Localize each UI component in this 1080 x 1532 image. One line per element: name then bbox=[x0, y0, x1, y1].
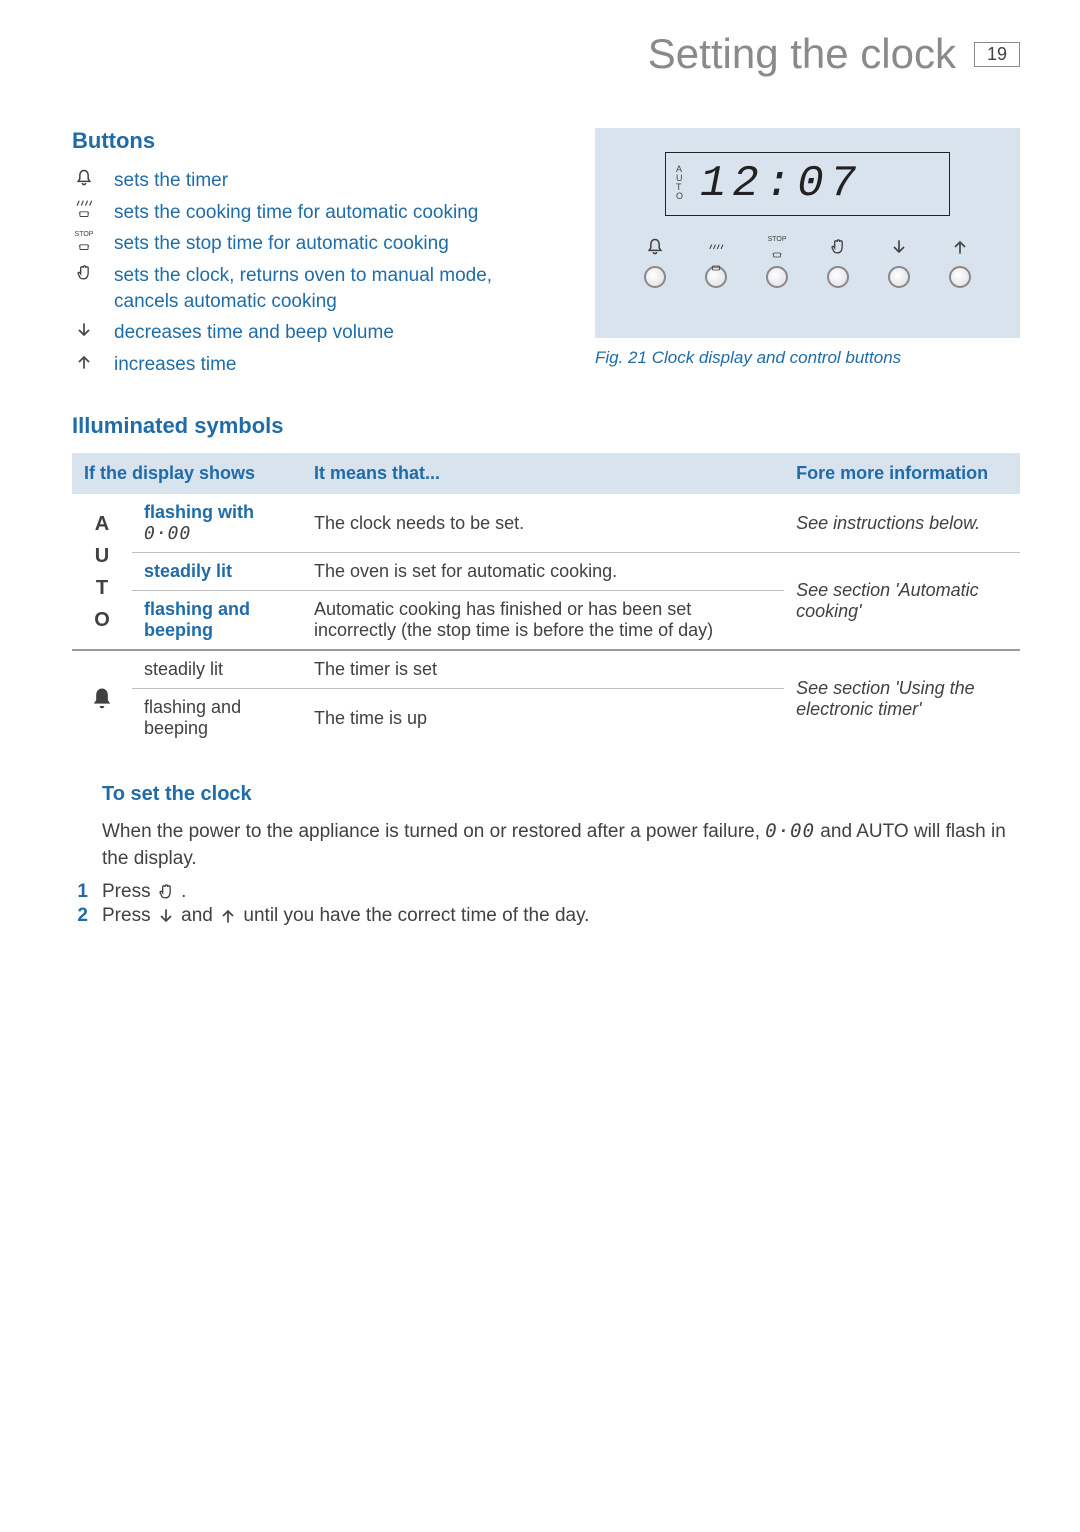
button-desc: sets the stop time for automatic cooking bbox=[114, 231, 449, 257]
button-desc: increases time bbox=[114, 352, 237, 378]
pot-stop-icon: STOP bbox=[72, 231, 96, 253]
button-desc: sets the timer bbox=[114, 168, 228, 194]
bell-outline-icon bbox=[645, 237, 665, 257]
button-row-decrease: decreases time and beep volume bbox=[72, 320, 565, 346]
panel-btn-cooktime bbox=[705, 236, 727, 288]
arrow-down-icon bbox=[889, 237, 909, 257]
panel-btn-up bbox=[949, 236, 971, 288]
clock-digits: 12:07 bbox=[700, 159, 862, 209]
arrow-down-icon bbox=[156, 906, 176, 926]
button-row-manual: sets the clock, returns oven to manual m… bbox=[72, 263, 565, 314]
clock-display: AUTO 12:07 bbox=[665, 152, 950, 216]
hand-icon bbox=[156, 882, 176, 902]
page-header: Setting the clock 19 bbox=[648, 30, 1020, 78]
cell-state: steadily lit bbox=[132, 650, 302, 689]
button-desc: decreases time and beep volume bbox=[114, 320, 394, 346]
button-row-increase: increases time bbox=[72, 352, 565, 378]
bell-solid-icon bbox=[72, 650, 132, 747]
table-header: It means that... bbox=[302, 453, 784, 494]
button-row-stoptime: STOP sets the stop time for automatic co… bbox=[72, 231, 565, 257]
set-clock-intro: When the power to the appliance is turne… bbox=[102, 818, 1020, 872]
hand-icon bbox=[72, 263, 96, 283]
step-text: Press and until you have the correct tim… bbox=[102, 905, 589, 927]
cell-meaning: The clock needs to be set. bbox=[302, 494, 784, 553]
table-row: AUTO flashing with 0·00 The clock needs … bbox=[72, 494, 1020, 553]
arrow-up-icon bbox=[950, 237, 970, 257]
table-header: Fore more information bbox=[784, 453, 1020, 494]
button-row-timer: sets the timer bbox=[72, 168, 565, 194]
step-2: 2 Press and until you have the correct t… bbox=[72, 905, 1020, 927]
page-title: Setting the clock bbox=[648, 30, 956, 78]
symbols-table: If the display shows It means that... Fo… bbox=[72, 453, 1020, 747]
cell-state: flashing and beeping bbox=[132, 591, 302, 651]
buttons-heading: Buttons bbox=[72, 128, 565, 154]
auto-symbol: AUTO bbox=[72, 494, 132, 650]
set-clock-heading: To set the clock bbox=[102, 783, 1020, 806]
bell-outline-icon bbox=[72, 168, 96, 188]
cell-state: steadily lit bbox=[132, 553, 302, 591]
table-row: steadily lit The oven is set for automat… bbox=[72, 553, 1020, 591]
arrow-up-icon bbox=[72, 352, 96, 372]
pot-heat-icon bbox=[705, 236, 727, 262]
cell-state: flashing and beeping bbox=[132, 689, 302, 748]
cell-state: flashing with 0·00 bbox=[132, 494, 302, 553]
arrow-down-icon bbox=[72, 320, 96, 340]
page-number: 19 bbox=[974, 42, 1020, 67]
button-desc: sets the clock, returns oven to manual m… bbox=[114, 263, 534, 314]
button-row-cooktime: sets the cooking time for automatic cook… bbox=[72, 200, 565, 226]
arrow-up-icon bbox=[218, 906, 238, 926]
step-1: 1 Press . bbox=[72, 881, 1020, 903]
panel-btn-stoptime: STOP bbox=[766, 236, 788, 288]
panel-btn-down bbox=[888, 236, 910, 288]
cell-meaning: The time is up bbox=[302, 689, 784, 748]
cell-more: See instructions below. bbox=[784, 494, 1020, 553]
step-number: 2 bbox=[72, 905, 88, 927]
pot-stop-icon: STOP bbox=[766, 236, 788, 262]
cell-more: See section 'Using the electronic timer' bbox=[784, 650, 1020, 747]
button-desc: sets the cooking time for automatic cook… bbox=[114, 200, 478, 226]
panel-btn-manual bbox=[827, 236, 849, 288]
cell-meaning: The timer is set bbox=[302, 650, 784, 689]
cell-meaning: Automatic cooking has finished or has be… bbox=[302, 591, 784, 651]
clock-panel: AUTO 12:07 bbox=[595, 128, 1020, 338]
symbols-heading: Illuminated symbols bbox=[72, 413, 1020, 439]
cell-more: See section 'Automatic cooking' bbox=[784, 553, 1020, 651]
table-row: steadily lit The timer is set See sectio… bbox=[72, 650, 1020, 689]
auto-indicator: AUTO bbox=[676, 165, 683, 201]
panel-btn-timer bbox=[644, 236, 666, 288]
step-text: Press . bbox=[102, 881, 186, 903]
cell-meaning: The oven is set for automatic cooking. bbox=[302, 553, 784, 591]
hand-icon bbox=[828, 237, 848, 257]
table-header: If the display shows bbox=[72, 453, 302, 494]
pot-heat-icon bbox=[72, 200, 96, 220]
step-number: 1 bbox=[72, 881, 88, 903]
figure-caption: Fig. 21 Clock display and control button… bbox=[595, 348, 1020, 368]
